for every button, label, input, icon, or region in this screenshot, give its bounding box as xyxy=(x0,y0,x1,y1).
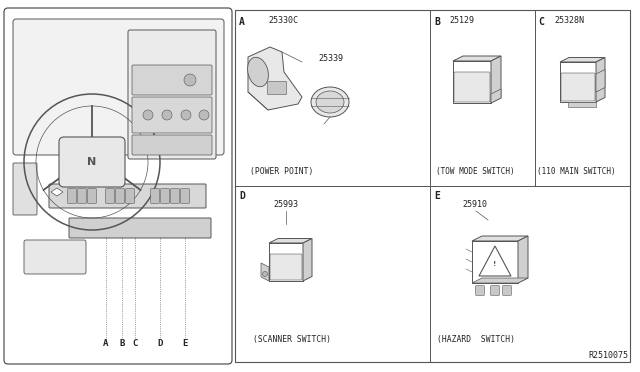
Text: N: N xyxy=(88,157,97,167)
Ellipse shape xyxy=(311,87,349,117)
Polygon shape xyxy=(472,236,528,241)
FancyBboxPatch shape xyxy=(128,30,216,159)
Text: E: E xyxy=(182,340,188,349)
Circle shape xyxy=(262,272,268,276)
FancyBboxPatch shape xyxy=(132,135,212,155)
Text: (SCANNER SWITCH): (SCANNER SWITCH) xyxy=(253,335,331,344)
FancyBboxPatch shape xyxy=(268,81,287,94)
Polygon shape xyxy=(560,62,596,102)
FancyBboxPatch shape xyxy=(491,286,499,295)
Bar xyxy=(235,10,630,362)
Text: 25910: 25910 xyxy=(462,200,487,209)
FancyBboxPatch shape xyxy=(4,8,232,364)
FancyBboxPatch shape xyxy=(132,65,212,95)
FancyBboxPatch shape xyxy=(106,189,115,203)
FancyBboxPatch shape xyxy=(161,189,170,203)
Polygon shape xyxy=(596,70,605,92)
Text: 25328N: 25328N xyxy=(554,16,584,25)
Text: (HAZARD  SWITCH): (HAZARD SWITCH) xyxy=(437,335,515,344)
Ellipse shape xyxy=(248,57,268,87)
Polygon shape xyxy=(596,58,605,102)
Circle shape xyxy=(184,74,196,86)
FancyBboxPatch shape xyxy=(270,254,302,280)
Polygon shape xyxy=(248,47,302,110)
Text: 25129: 25129 xyxy=(449,16,474,25)
Text: (TOW MODE SWITCH): (TOW MODE SWITCH) xyxy=(436,167,515,176)
Polygon shape xyxy=(472,241,518,283)
FancyBboxPatch shape xyxy=(502,286,511,295)
FancyBboxPatch shape xyxy=(13,163,37,215)
FancyBboxPatch shape xyxy=(476,286,484,295)
Polygon shape xyxy=(261,263,269,281)
FancyBboxPatch shape xyxy=(24,240,86,274)
Text: (110 MAIN SWITCH): (110 MAIN SWITCH) xyxy=(537,167,616,176)
Text: 25339: 25339 xyxy=(318,54,343,63)
Polygon shape xyxy=(453,61,491,103)
Polygon shape xyxy=(568,102,596,107)
FancyBboxPatch shape xyxy=(150,189,159,203)
FancyBboxPatch shape xyxy=(171,189,179,203)
Text: B: B xyxy=(119,340,125,349)
Polygon shape xyxy=(479,246,511,276)
Polygon shape xyxy=(472,278,528,283)
Text: 25330C: 25330C xyxy=(268,16,298,25)
Ellipse shape xyxy=(316,91,344,113)
Text: C: C xyxy=(538,17,544,27)
Text: 25993: 25993 xyxy=(273,200,298,209)
Polygon shape xyxy=(453,61,496,64)
Circle shape xyxy=(181,110,191,120)
FancyBboxPatch shape xyxy=(561,73,595,101)
FancyBboxPatch shape xyxy=(125,189,134,203)
FancyBboxPatch shape xyxy=(132,97,212,133)
FancyBboxPatch shape xyxy=(77,189,86,203)
Polygon shape xyxy=(518,236,528,283)
Polygon shape xyxy=(51,188,63,196)
Polygon shape xyxy=(453,56,501,61)
FancyBboxPatch shape xyxy=(59,137,125,187)
Text: B: B xyxy=(434,17,440,27)
FancyBboxPatch shape xyxy=(69,218,211,238)
FancyBboxPatch shape xyxy=(88,189,96,203)
Text: C: C xyxy=(132,340,138,349)
Circle shape xyxy=(162,110,172,120)
Text: D: D xyxy=(239,191,245,201)
Text: !: ! xyxy=(493,261,497,267)
FancyBboxPatch shape xyxy=(49,184,206,208)
FancyBboxPatch shape xyxy=(180,189,189,203)
Polygon shape xyxy=(560,58,605,62)
Polygon shape xyxy=(269,243,303,281)
Text: A: A xyxy=(239,17,245,27)
FancyBboxPatch shape xyxy=(13,19,224,155)
Text: (POWER POINT): (POWER POINT) xyxy=(250,167,314,176)
Text: D: D xyxy=(157,340,163,349)
Text: E: E xyxy=(434,191,440,201)
Circle shape xyxy=(199,110,209,120)
Polygon shape xyxy=(269,238,312,243)
Polygon shape xyxy=(491,89,501,103)
Text: A: A xyxy=(103,340,109,349)
FancyBboxPatch shape xyxy=(116,189,124,203)
Text: R2510075: R2510075 xyxy=(588,351,628,360)
FancyBboxPatch shape xyxy=(454,72,490,102)
FancyBboxPatch shape xyxy=(68,189,76,203)
Polygon shape xyxy=(303,238,312,281)
Circle shape xyxy=(143,110,153,120)
Polygon shape xyxy=(491,56,501,103)
